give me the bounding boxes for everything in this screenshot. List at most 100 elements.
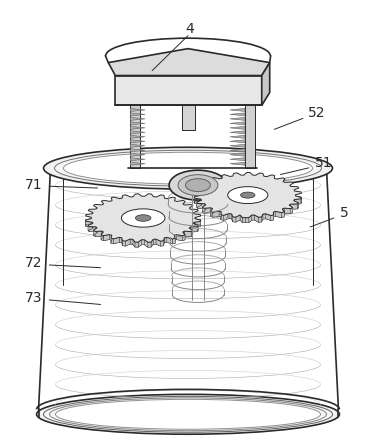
Text: 4: 4 [185, 22, 195, 36]
Polygon shape [110, 234, 112, 240]
Polygon shape [219, 211, 221, 217]
Polygon shape [201, 199, 202, 205]
Polygon shape [194, 195, 200, 202]
Polygon shape [182, 105, 195, 131]
Polygon shape [224, 214, 229, 220]
Polygon shape [297, 203, 299, 209]
Polygon shape [113, 237, 119, 244]
Polygon shape [229, 214, 231, 219]
Polygon shape [176, 235, 183, 241]
Polygon shape [111, 235, 112, 243]
Polygon shape [291, 204, 297, 209]
Text: 72: 72 [25, 256, 43, 270]
Polygon shape [230, 140, 245, 143]
Polygon shape [251, 215, 254, 220]
Polygon shape [236, 215, 240, 222]
Polygon shape [95, 231, 102, 236]
Polygon shape [265, 214, 271, 221]
Polygon shape [205, 204, 206, 210]
Text: 71: 71 [25, 178, 43, 192]
Ellipse shape [135, 215, 151, 221]
Polygon shape [130, 144, 145, 147]
Polygon shape [211, 208, 213, 214]
Polygon shape [198, 203, 205, 209]
Text: 73: 73 [25, 291, 43, 305]
Polygon shape [190, 227, 197, 232]
Polygon shape [230, 135, 245, 139]
Polygon shape [86, 221, 92, 227]
Polygon shape [204, 208, 211, 213]
Polygon shape [182, 232, 185, 240]
Polygon shape [273, 211, 276, 217]
Polygon shape [193, 222, 194, 229]
Polygon shape [101, 234, 103, 241]
Polygon shape [86, 194, 201, 242]
Polygon shape [195, 198, 201, 204]
Polygon shape [130, 239, 133, 244]
Polygon shape [130, 131, 145, 134]
Polygon shape [182, 231, 184, 237]
Polygon shape [296, 196, 301, 202]
Ellipse shape [63, 152, 313, 184]
Polygon shape [291, 208, 293, 214]
Polygon shape [210, 209, 213, 216]
Polygon shape [184, 231, 191, 237]
Polygon shape [230, 144, 245, 147]
Polygon shape [262, 214, 263, 222]
Polygon shape [135, 242, 138, 247]
Polygon shape [289, 205, 293, 213]
Polygon shape [230, 122, 245, 125]
Polygon shape [230, 113, 245, 116]
Polygon shape [130, 162, 145, 165]
Polygon shape [284, 208, 291, 214]
Polygon shape [126, 239, 130, 246]
Polygon shape [88, 223, 93, 230]
Ellipse shape [43, 396, 333, 432]
Polygon shape [115, 75, 262, 105]
Polygon shape [183, 235, 185, 241]
Polygon shape [119, 237, 122, 243]
Polygon shape [230, 127, 245, 129]
Polygon shape [191, 230, 193, 237]
Polygon shape [240, 215, 242, 222]
Polygon shape [254, 215, 259, 222]
Ellipse shape [55, 150, 322, 186]
Polygon shape [123, 241, 126, 246]
Polygon shape [108, 49, 270, 75]
Polygon shape [245, 105, 255, 168]
Polygon shape [242, 218, 245, 222]
Polygon shape [161, 241, 164, 246]
Polygon shape [101, 232, 103, 240]
Polygon shape [88, 225, 89, 232]
Polygon shape [213, 211, 219, 217]
Ellipse shape [178, 174, 218, 196]
Ellipse shape [55, 399, 320, 429]
Polygon shape [193, 223, 198, 230]
Polygon shape [130, 135, 145, 139]
Polygon shape [294, 201, 299, 208]
Polygon shape [148, 242, 151, 247]
Text: 52: 52 [308, 107, 325, 120]
Polygon shape [230, 131, 245, 134]
Polygon shape [130, 158, 145, 161]
Polygon shape [249, 215, 251, 223]
Polygon shape [245, 218, 249, 223]
Polygon shape [93, 230, 95, 236]
Polygon shape [230, 162, 245, 165]
Polygon shape [197, 202, 198, 209]
Polygon shape [195, 219, 201, 225]
Polygon shape [194, 173, 302, 218]
Polygon shape [172, 238, 175, 244]
Polygon shape [282, 208, 284, 214]
Polygon shape [202, 205, 206, 212]
Polygon shape [130, 117, 145, 120]
Polygon shape [189, 227, 190, 233]
Polygon shape [130, 153, 145, 156]
Polygon shape [156, 239, 161, 246]
Polygon shape [111, 238, 113, 244]
Polygon shape [174, 235, 176, 240]
Polygon shape [271, 215, 274, 221]
Polygon shape [273, 212, 274, 220]
Polygon shape [174, 235, 175, 243]
Ellipse shape [169, 170, 227, 200]
